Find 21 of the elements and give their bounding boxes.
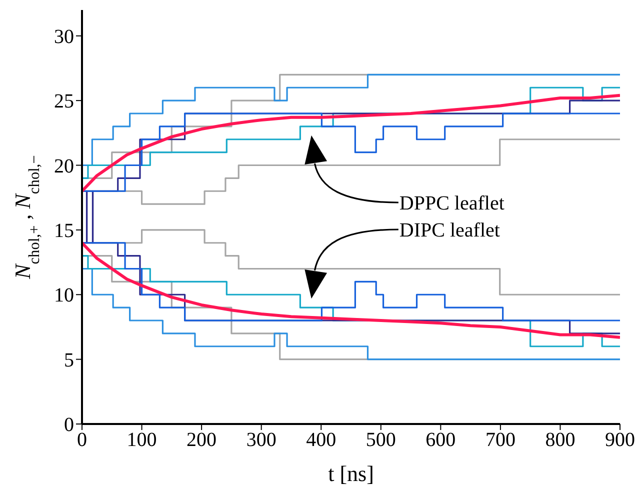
x-tick-label: 500 bbox=[366, 429, 396, 452]
x-tick-label: 300 bbox=[246, 429, 276, 452]
y-tick-label: 0 bbox=[64, 414, 74, 436]
y-tick-label: 5 bbox=[64, 349, 74, 372]
x-tick-label: 400 bbox=[306, 429, 336, 452]
x-axis-title: t [ns] bbox=[328, 461, 374, 486]
y-tick-label: 15 bbox=[54, 220, 74, 242]
x-tick-label: 100 bbox=[126, 429, 157, 452]
annotation: DPPC leaflet bbox=[399, 192, 505, 214]
y-tick-label: 30 bbox=[54, 26, 74, 48]
line-series bbox=[82, 94, 620, 193]
y-tick-label: 20 bbox=[54, 155, 74, 178]
x-tick-label: 800 bbox=[545, 429, 576, 452]
x-tick-label: 900 bbox=[605, 429, 635, 452]
x-tick-label: 600 bbox=[426, 429, 456, 452]
x-tick-label: 700 bbox=[485, 429, 516, 452]
x-tick-label: 200 bbox=[186, 429, 217, 452]
annotation: DIPC leaflet bbox=[399, 220, 500, 242]
line-series bbox=[82, 241, 620, 339]
y-tick-label: 10 bbox=[54, 284, 74, 307]
y-tick-label: 25 bbox=[54, 90, 74, 113]
